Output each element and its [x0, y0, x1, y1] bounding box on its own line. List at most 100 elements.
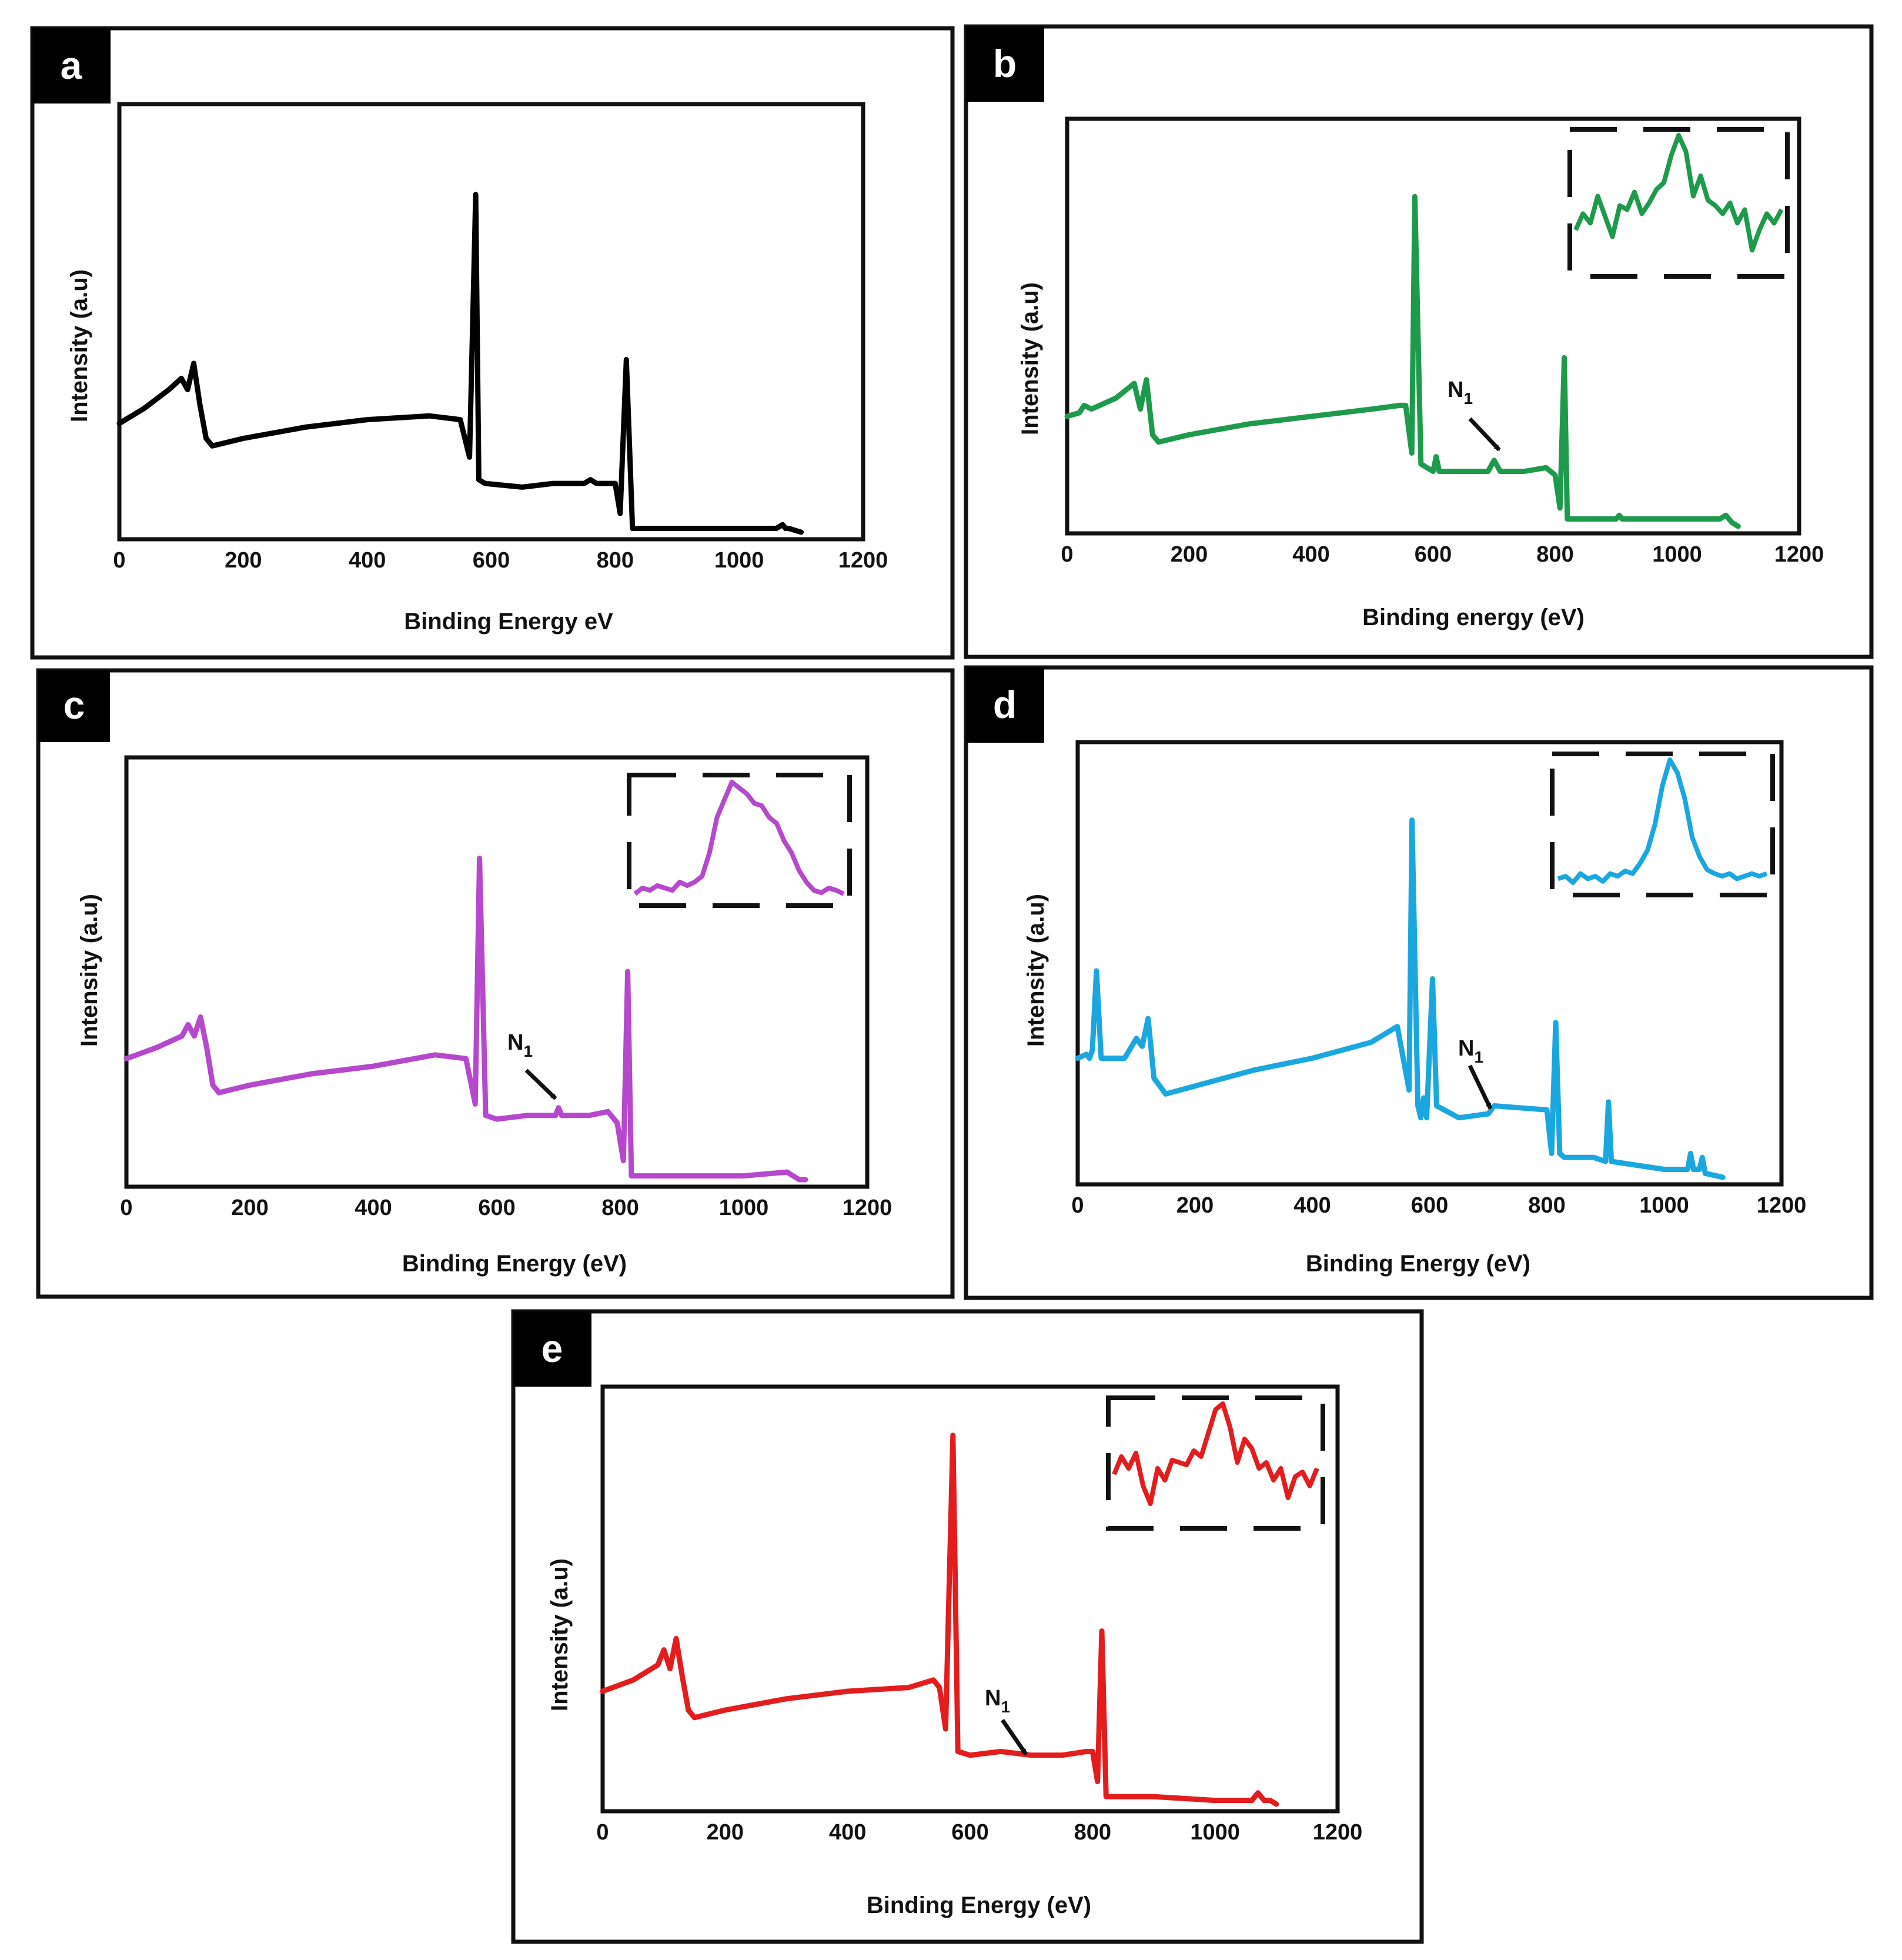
- panel-d-inset-frame: [1550, 752, 1775, 897]
- panel-b-x-tick-label: 400: [1292, 542, 1329, 567]
- panel-e-letter: e: [541, 1327, 563, 1370]
- panel-b-annotation: N1: [1448, 378, 1501, 452]
- panel-a-x-tick-label: 1000: [714, 548, 764, 573]
- panel-d-letter: d: [993, 683, 1017, 726]
- panel-d-frame: [964, 665, 1874, 1300]
- panel-c-xlabel: Binding Energy (eV): [402, 1251, 627, 1277]
- panel-e-annotation: N1: [985, 1686, 1028, 1755]
- panel-c-x-tick-label: 1000: [719, 1196, 769, 1220]
- panel-a-ticks: 0 200 400 600 800 1000 1200: [113, 548, 888, 573]
- panel-d-label-box: [966, 667, 1044, 743]
- panel-c-x-tick-label: 800: [601, 1196, 639, 1220]
- panel-b-x-tick-label: 1000: [1652, 542, 1702, 567]
- panel-e-x-tick-label: 1000: [1190, 1820, 1240, 1845]
- panel-e-x-tick-label: 400: [829, 1820, 866, 1845]
- panel-d: d 0 200 400 600 800 1000 1200 Binding Energy (…: [964, 665, 1874, 1300]
- panel-d-x-tick-label: 800: [1528, 1193, 1565, 1218]
- panel-a-frame: [30, 26, 955, 660]
- panel-c-series-line: [123, 856, 808, 1183]
- panel-e-inset-frame: [1106, 1395, 1325, 1531]
- panel-e-series-line: [600, 1433, 1279, 1807]
- panel-e-ylabel: Intensity (a.u): [547, 1558, 573, 1711]
- panel-a-x-tick-label: 400: [349, 548, 386, 573]
- n1-label-main: N: [1448, 378, 1463, 402]
- panel-c-annotation: N1: [507, 1030, 557, 1100]
- n1-label-subscript: 1: [1474, 1048, 1483, 1066]
- panel-b-ticks: 0 200 400 600 800 1000 1200: [1061, 542, 1824, 567]
- panel-b-series-line: [1064, 193, 1741, 529]
- panel-b: b 0 200 400 600 800 1000 1200 Binding energy (…: [964, 24, 1874, 659]
- n1-label-subscript: 1: [523, 1042, 533, 1060]
- panel-c-n1-arrow: [524, 1069, 557, 1100]
- panel-e-n1-label: N1: [985, 1686, 1010, 1716]
- panel-c-x-tick-label: 400: [355, 1196, 392, 1220]
- panel-a-plot-area: [117, 102, 865, 542]
- panel-b-x-tick-label: 200: [1171, 542, 1208, 567]
- panel-b-n1-arrow: [1468, 417, 1501, 452]
- panel-d-x-tick-label: 200: [1176, 1193, 1214, 1218]
- panel-a-x-tick-label: 800: [597, 548, 634, 573]
- panel-d-annotation: N1: [1458, 1036, 1493, 1110]
- panel-b-xlabel: Binding energy (eV): [1362, 605, 1585, 630]
- panel-a-x-tick-label: 0: [113, 548, 125, 573]
- panel-d-x-tick-label: 1200: [1757, 1193, 1807, 1218]
- panel-d-plot-area: [1075, 740, 1784, 1187]
- n1-label-subscript: 1: [1463, 389, 1473, 408]
- panel-b-frame: [964, 24, 1874, 659]
- panel-c-ticks: 0 200 400 600 800 1000 1200: [120, 1196, 892, 1220]
- panel-d-x-tick-label: 400: [1293, 1193, 1331, 1218]
- panel-a-letter: a: [61, 44, 83, 87]
- panel-d-x-tick-label: 0: [1071, 1193, 1084, 1218]
- panel-c-x-tick-label: 0: [120, 1196, 132, 1220]
- panel-e-label-box: [513, 1311, 591, 1387]
- panel-a: a 0 200 400 600 800 1000 1200 Binding Energy e…: [30, 26, 955, 660]
- panel-e: e 0 200 400 600 800 1000 1200 Binding Energy (…: [511, 1309, 1424, 1944]
- panel-e-n1-arrow: [1001, 1719, 1028, 1755]
- panel-d-n1-arrow: [1468, 1064, 1493, 1110]
- panel-b-plot-area: [1065, 116, 1801, 536]
- panel-c-letter: c: [63, 683, 85, 727]
- panel-a-label-box: [32, 28, 111, 103]
- panel-c-inset-line: [633, 780, 845, 896]
- panel-d-x-tick-label: 600: [1411, 1193, 1448, 1218]
- panel-a-series-line: [116, 192, 804, 535]
- panel-b-label-box: [966, 26, 1044, 102]
- panel-c-ylabel: Intensity (a.u): [76, 894, 102, 1047]
- panel-d-inset-line: [1557, 757, 1768, 885]
- panel-b-inset-frame: [1567, 127, 1790, 279]
- panel-c-x-tick-label: 200: [231, 1196, 268, 1220]
- panel-a-x-tick-label: 600: [473, 548, 510, 573]
- panel-d-ticks: 0 200 400 600 800 1000 1200: [1071, 1193, 1806, 1218]
- panel-e-xlabel: Binding Energy (eV): [867, 1892, 1091, 1918]
- panel-b-x-tick-label: 0: [1061, 542, 1073, 567]
- n1-label-main: N: [985, 1686, 1001, 1711]
- n1-label-subscript: 1: [1001, 1698, 1010, 1716]
- panel-a-x-tick-label: 1200: [838, 548, 888, 573]
- panel-b-x-tick-label: 800: [1536, 542, 1573, 567]
- n1-label-main: N: [1458, 1036, 1474, 1061]
- panel-c-x-tick-label: 1200: [843, 1196, 892, 1220]
- panel-e-plot-area: [600, 1384, 1340, 1814]
- panel-c: c 0 200 400 600 800 1000 1200 Binding Energy (…: [36, 668, 955, 1299]
- panel-b-inset-line: [1573, 133, 1784, 253]
- panel-c-label-box: [38, 670, 110, 742]
- panel-b-letter: b: [993, 42, 1017, 85]
- panel-e-frame: [511, 1309, 1424, 1944]
- panel-b-x-tick-label: 1200: [1774, 542, 1824, 567]
- panel-c-inset-frame: [627, 773, 852, 908]
- panel-c-x-tick-label: 600: [478, 1196, 515, 1220]
- panel-c-n1-label: N1: [507, 1030, 533, 1060]
- panel-a-ylabel: Intensity (a.u): [66, 269, 92, 422]
- panel-d-ylabel: Intensity (a.u): [1023, 894, 1049, 1047]
- panel-b-ylabel: Intensity (a.u): [1017, 282, 1043, 435]
- panel-e-x-tick-label: 600: [951, 1820, 988, 1845]
- panel-e-x-tick-label: 1200: [1313, 1820, 1363, 1845]
- panel-e-ticks: 0 200 400 600 800 1000 1200: [596, 1820, 1362, 1845]
- panel-a-x-tick-label: 200: [225, 548, 262, 573]
- panel-d-x-tick-label: 1000: [1639, 1193, 1689, 1218]
- panel-a-xlabel: Binding Energy eV: [404, 609, 613, 635]
- panel-b-n1-label: N1: [1448, 378, 1473, 408]
- panel-e-x-tick-label: 200: [707, 1820, 744, 1845]
- panel-c-frame: [36, 668, 955, 1299]
